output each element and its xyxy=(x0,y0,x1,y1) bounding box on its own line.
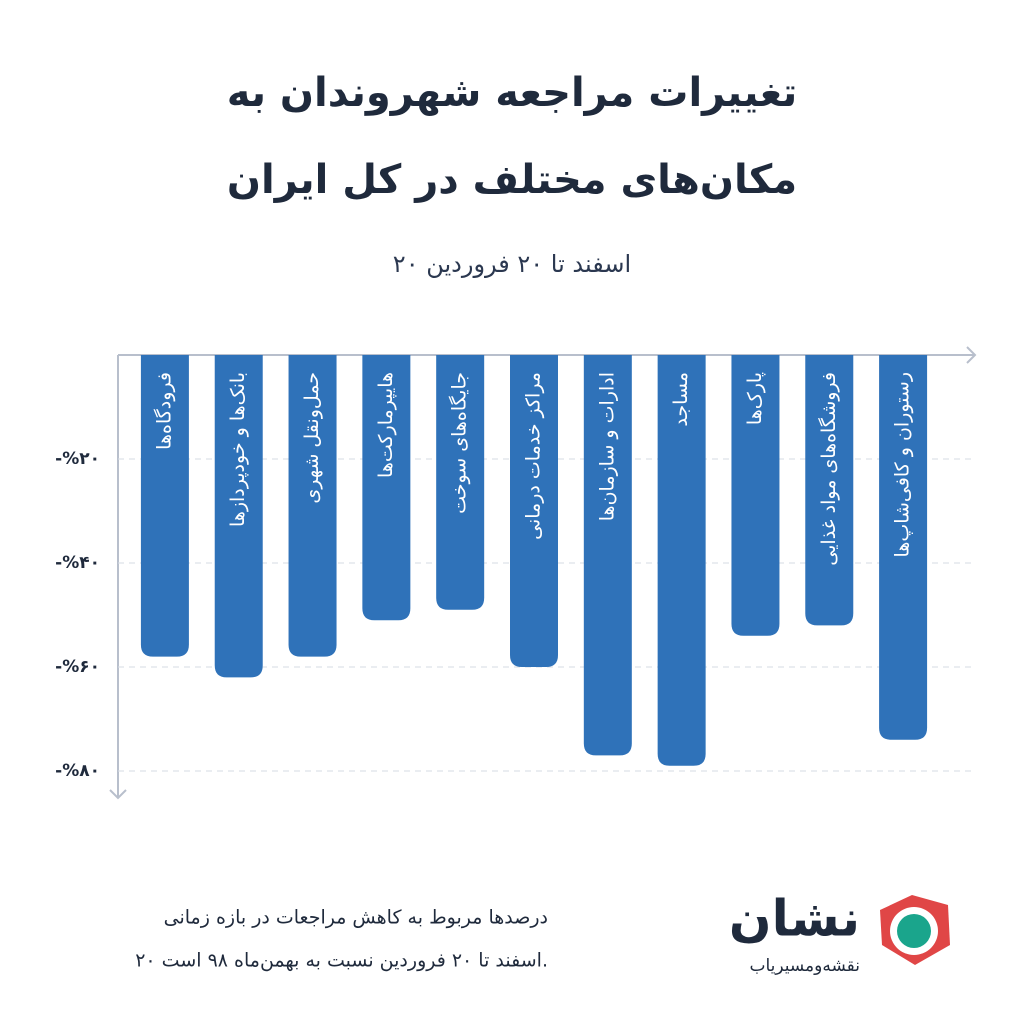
brand-name: نشان xyxy=(729,890,860,948)
category-label: ادارات و سازمان‌ها xyxy=(596,372,618,521)
bar xyxy=(436,355,485,610)
category-label: جایگاه‌های سوخت xyxy=(448,372,471,514)
y-tick-label: -%۶۰ xyxy=(55,657,100,677)
bar xyxy=(583,355,632,756)
category-label: فرودگاه‌ها xyxy=(152,372,175,450)
bar xyxy=(879,355,928,740)
bar xyxy=(288,355,337,657)
logo xyxy=(880,895,950,965)
y-tick-label: -%۸۰ xyxy=(55,761,100,781)
chart-subtitle: ۲۰ اسفند تا ۲۰ فروردین xyxy=(393,250,631,278)
category-label: مساجد xyxy=(670,372,692,427)
brand-tagline: نقشه‌ومسیریاب xyxy=(749,956,860,976)
category-label: پارک‌ها xyxy=(744,372,766,425)
bar xyxy=(805,355,854,626)
category-label: مراکز خدمات درمانی xyxy=(523,372,545,540)
bar xyxy=(362,355,411,621)
category-label: هایپرمارکت‌ها xyxy=(375,372,397,478)
bar xyxy=(140,355,189,657)
note: ۲۰ اسفند تا ۲۰ فروردین نسبت به بهمن‌ماه … xyxy=(135,950,548,972)
chart-title: مکان‌های مختلف در کل ایران xyxy=(227,157,797,203)
category-label: حمل‌ونقل شهری xyxy=(301,372,323,504)
y-tick-label: -%۲۰ xyxy=(55,449,100,469)
category-label: رستوران و کافی‌شاپ‌ها xyxy=(892,372,914,557)
bar xyxy=(510,355,558,667)
bar xyxy=(731,355,780,636)
category-label: فروشگاه‌های مواد غذایی xyxy=(817,372,840,566)
y-tick-label: -%۴۰ xyxy=(55,553,100,573)
bar xyxy=(214,355,263,678)
bar xyxy=(657,355,706,766)
chart-title: تغییرات مراجعه شهروندان به xyxy=(227,70,798,116)
note: درصدها مربوط به کاهش مراجعات در بازه زما… xyxy=(164,907,548,929)
category-label: بانک‌ها و خودپردازها xyxy=(227,372,249,527)
